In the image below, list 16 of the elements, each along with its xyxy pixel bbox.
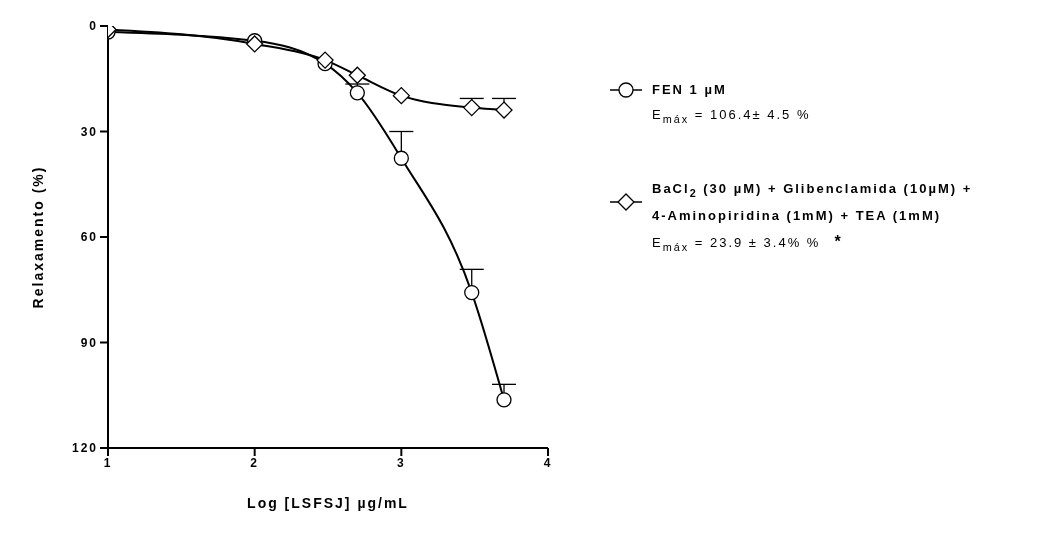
legend-label: FEN 1 µM [652, 81, 728, 99]
y-tick-label: 90 [80, 335, 98, 350]
text: E$_{máx}$ = 106.4± 4.5 % [652, 107, 811, 125]
y-tick-label: 60 [80, 230, 98, 245]
y-axis-title: Relaxamento (%) [29, 165, 46, 309]
x-tick-label: 1 [103, 455, 113, 470]
y-tick-label: 30 [80, 124, 98, 139]
text: E$_{máx}$ = 23.9 ± 3.4% % [652, 235, 821, 253]
x-axis-title: Log [LSFSJ] µg/mL [247, 495, 409, 511]
text: * [834, 233, 843, 251]
x-tick-label: 3 [396, 455, 406, 470]
y-tick-label: 120 [71, 441, 98, 456]
x-tick-label: 4 [543, 455, 553, 470]
legend-label: BaCl$_{2}$ (30 µM) + Glibenclamida (10µM) + 4-Aminopiridina (1mM) + TEA (1mM) [652, 179, 974, 226]
y-tick-label: 0 [89, 19, 98, 34]
x-tick-label: 2 [250, 455, 260, 470]
